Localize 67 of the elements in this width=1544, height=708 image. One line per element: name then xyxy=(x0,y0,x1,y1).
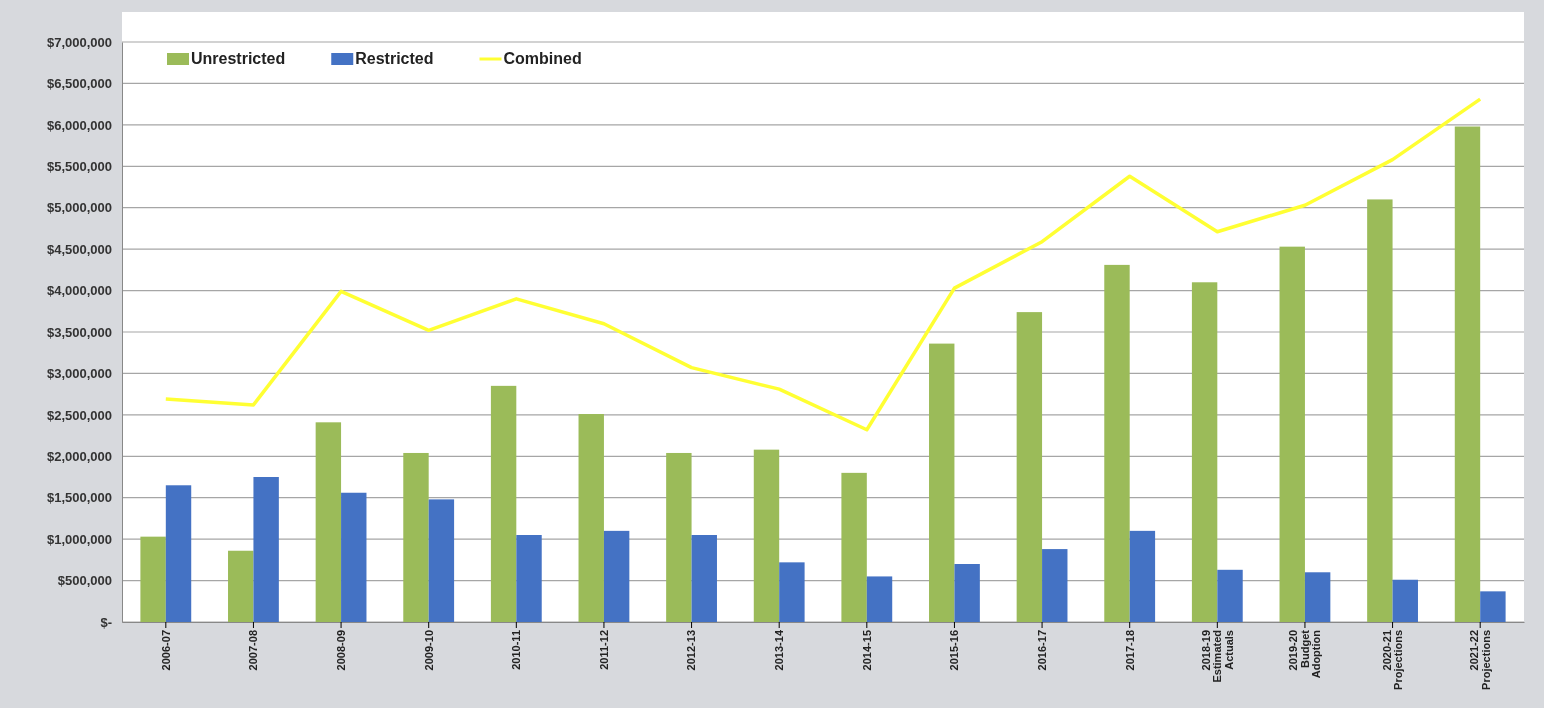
legend-label: Restricted xyxy=(355,50,434,67)
legend-label: Combined xyxy=(503,50,582,67)
bar xyxy=(753,449,780,622)
bar xyxy=(140,536,166,622)
bar xyxy=(954,564,980,622)
y-tick-label: $500,000 xyxy=(57,573,112,589)
x-tick-label: 2013-14 xyxy=(773,629,786,671)
x-tick-label: 2017-18 xyxy=(1123,630,1136,671)
bar xyxy=(1042,549,1068,622)
bar xyxy=(578,414,604,622)
bar xyxy=(691,535,717,622)
bar xyxy=(1367,199,1393,622)
y-tick-label: $6,500,000 xyxy=(46,76,112,92)
bar xyxy=(1016,312,1043,622)
legend-label: Unrestricted xyxy=(191,50,286,67)
bar xyxy=(779,562,805,622)
bar xyxy=(1217,569,1243,622)
bar xyxy=(403,452,429,622)
y-tick-label: $5,500,000 xyxy=(46,158,112,174)
y-tick-label: $7,000,000 xyxy=(46,34,112,50)
x-tick-label: 2014-15 xyxy=(860,630,873,671)
y-tick-label: $6,000,000 xyxy=(46,117,112,133)
y-tick-label: $2,000,000 xyxy=(46,448,112,464)
bar xyxy=(603,530,630,622)
x-tick-label: 2012-13 xyxy=(685,630,698,671)
bar xyxy=(228,550,254,622)
bar xyxy=(253,477,279,622)
y-tick-label: $- xyxy=(100,614,112,630)
y-tick-label: $4,500,000 xyxy=(46,241,112,257)
bar xyxy=(1104,264,1130,622)
bar xyxy=(1392,579,1418,622)
bar xyxy=(929,343,955,622)
x-tick-label: 2007-08 xyxy=(247,630,260,671)
x-tick-label: 2016-17 xyxy=(1035,630,1048,671)
bar xyxy=(490,385,517,622)
bar xyxy=(341,492,367,622)
bar xyxy=(165,485,192,622)
x-tick-label: 2008-09 xyxy=(334,630,347,671)
bar xyxy=(1129,530,1156,622)
y-tick-label: $3,000,000 xyxy=(46,366,112,382)
x-tick-label: 2015-16 xyxy=(948,630,961,671)
bar xyxy=(1304,572,1331,622)
bar xyxy=(866,576,893,622)
x-tick-label: 2006-07 xyxy=(159,630,172,671)
x-tick-label: 2020-21 Projections xyxy=(1380,630,1405,690)
line-series xyxy=(164,97,1482,432)
bar xyxy=(428,499,455,622)
y-tick-label: $1,500,000 xyxy=(46,490,112,506)
x-tick-label: 2019-20 Budget Adoption xyxy=(1287,629,1323,679)
bar xyxy=(841,472,867,622)
bar xyxy=(1454,126,1481,622)
y-tick-label: $1,000,000 xyxy=(46,531,112,547)
x-tick-label: 2011-12 xyxy=(597,630,610,670)
bar xyxy=(1480,591,1506,622)
bar xyxy=(1279,246,1305,622)
y-tick-label: $3,500,000 xyxy=(46,324,112,340)
bar xyxy=(315,422,342,622)
x-tick-label: 2009-10 xyxy=(422,630,435,671)
x-tick-label: 2021-22 Projections xyxy=(1468,630,1492,690)
x-tick-label: 2010-11 xyxy=(510,630,523,670)
bar xyxy=(666,452,692,622)
bar xyxy=(516,535,542,622)
bar xyxy=(1191,282,1218,622)
y-tick-label: $5,000,000 xyxy=(46,200,112,216)
y-tick-label: $2,500,000 xyxy=(46,407,112,423)
y-tick-label: $4,000,000 xyxy=(46,283,112,299)
x-tick-label: 2018-19 Estimated Actuals xyxy=(1199,630,1235,683)
